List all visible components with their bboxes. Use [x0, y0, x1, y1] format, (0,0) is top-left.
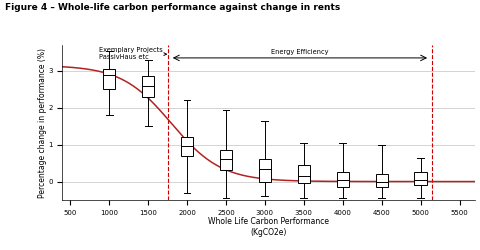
Bar	[142, 76, 154, 97]
Bar	[336, 172, 349, 187]
Bar	[375, 174, 388, 187]
Text: Energy Efficiency: Energy Efficiency	[271, 49, 329, 55]
Bar	[414, 172, 427, 185]
Bar	[181, 137, 193, 156]
Bar	[298, 165, 310, 184]
X-axis label: Whole Life Carbon Performance
(KgCO2e): Whole Life Carbon Performance (KgCO2e)	[208, 217, 329, 236]
Bar	[259, 160, 271, 182]
Text: Exemplary Projects
PassivHaus etc: Exemplary Projects PassivHaus etc	[99, 46, 167, 60]
Y-axis label: Percentage change in performance (%): Percentage change in performance (%)	[38, 48, 47, 198]
Bar	[220, 150, 232, 171]
Text: Figure 4 – Whole-life carbon performance against change in rents: Figure 4 – Whole-life carbon performance…	[5, 2, 340, 12]
Bar	[103, 69, 115, 89]
